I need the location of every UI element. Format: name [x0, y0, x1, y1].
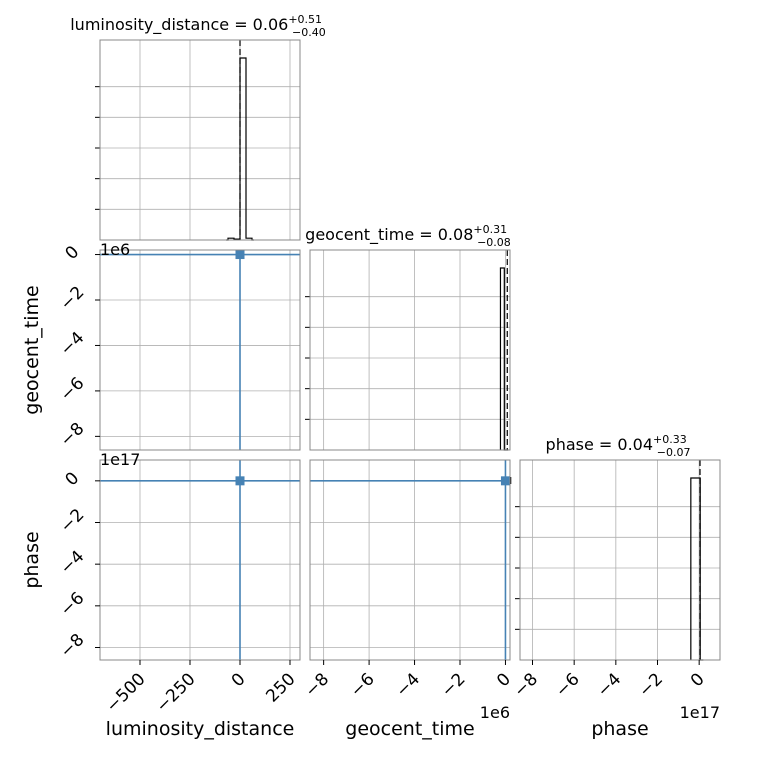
truth-marker — [235, 476, 245, 486]
truth-marker — [500, 476, 510, 486]
panel-frame — [99, 249, 301, 451]
title-err-plus: +0.51 — [288, 13, 322, 26]
title-err-plus: +0.31 — [473, 223, 507, 236]
panel-frame — [519, 459, 721, 661]
panel-title: geocent_time = 0.08+0.31 −0.08 — [305, 223, 511, 249]
x-tick-label: −2 — [635, 669, 667, 701]
x-tick-label: 0 — [687, 669, 709, 691]
y-tick-label: 0 — [62, 242, 84, 264]
hist-panel-luminosity_distance — [95, 39, 301, 241]
panel-frame — [99, 39, 301, 241]
y-axis-label: geocent_time — [21, 285, 43, 414]
x-tick-label: −250 — [152, 669, 199, 716]
x-axis-phase: −8 −6 −4 −2 0 1e17 phase — [510, 660, 720, 740]
x-offset-text: 1e6 — [480, 703, 510, 722]
y-tick-label: −6 — [57, 588, 89, 620]
title-main: geocent_time = 0.08 — [305, 225, 473, 245]
hist-panel-geocent_time — [305, 249, 511, 451]
x-tick-label: 250 — [262, 669, 299, 706]
panel-frame — [309, 249, 511, 451]
scatter-panel-geocent_time-vs-phase — [309, 459, 512, 661]
y-tick-label: −4 — [57, 328, 89, 360]
x-tick-label: −6 — [552, 669, 584, 701]
truth-marker — [235, 250, 245, 260]
panel-frame — [309, 459, 511, 661]
y-tick-label: −8 — [57, 419, 89, 451]
title-err-minus: −0.08 — [477, 236, 511, 249]
scatter-panel-luminosity_distance-vs-phase — [99, 459, 301, 661]
y-offset-text: 1e17 — [100, 450, 140, 469]
x-tick-label: −2 — [438, 669, 470, 701]
scatter-panel-luminosity_distance-vs-geocent_time — [99, 249, 301, 451]
y-axis-label: phase — [21, 531, 43, 588]
x-tick-label: −8 — [510, 669, 542, 701]
x-axis-label: luminosity_distance — [106, 718, 295, 740]
x-tick-label: −4 — [594, 669, 626, 701]
x-tick-label: −4 — [392, 669, 424, 701]
title-err-plus: +0.33 — [653, 433, 687, 446]
y-tick-label: 0 — [62, 468, 84, 490]
y-offset-text: 1e6 — [100, 240, 130, 259]
title-err-minus: −0.40 — [292, 26, 326, 39]
x-axis-luminosity_distance: −500 −250 0 250 luminosity_distance — [102, 660, 300, 740]
panel-title: phase = 0.04+0.33 −0.07 — [546, 433, 691, 459]
y-tick-label: −2 — [57, 283, 89, 315]
x-tick-label: −8 — [301, 669, 333, 701]
x-tick-label: −500 — [102, 669, 149, 716]
x-axis-label: phase — [591, 718, 648, 740]
y-tick-label: −8 — [57, 630, 89, 662]
hist-panel-phase — [515, 459, 721, 661]
y-tick-label: −4 — [57, 547, 89, 579]
panel-frame — [99, 459, 301, 661]
panel-title: luminosity_distance = 0.06+0.51 −0.40 — [70, 13, 326, 39]
y-tick-label: −6 — [57, 373, 89, 405]
x-tick-label: −6 — [347, 669, 379, 701]
title-main: phase = 0.04 — [546, 435, 653, 454]
y-axis-phase: −8 −6 −4 −2 0 1e17 phase — [21, 450, 140, 662]
x-axis-label: geocent_time — [345, 718, 474, 740]
x-offset-text: 1e17 — [680, 703, 720, 722]
title-err-minus: −0.07 — [657, 446, 691, 459]
y-tick-label: −2 — [57, 505, 89, 537]
title-main: luminosity_distance = 0.06 — [70, 15, 288, 35]
histogram-step — [690, 477, 704, 661]
x-tick-label: 0 — [228, 669, 250, 691]
